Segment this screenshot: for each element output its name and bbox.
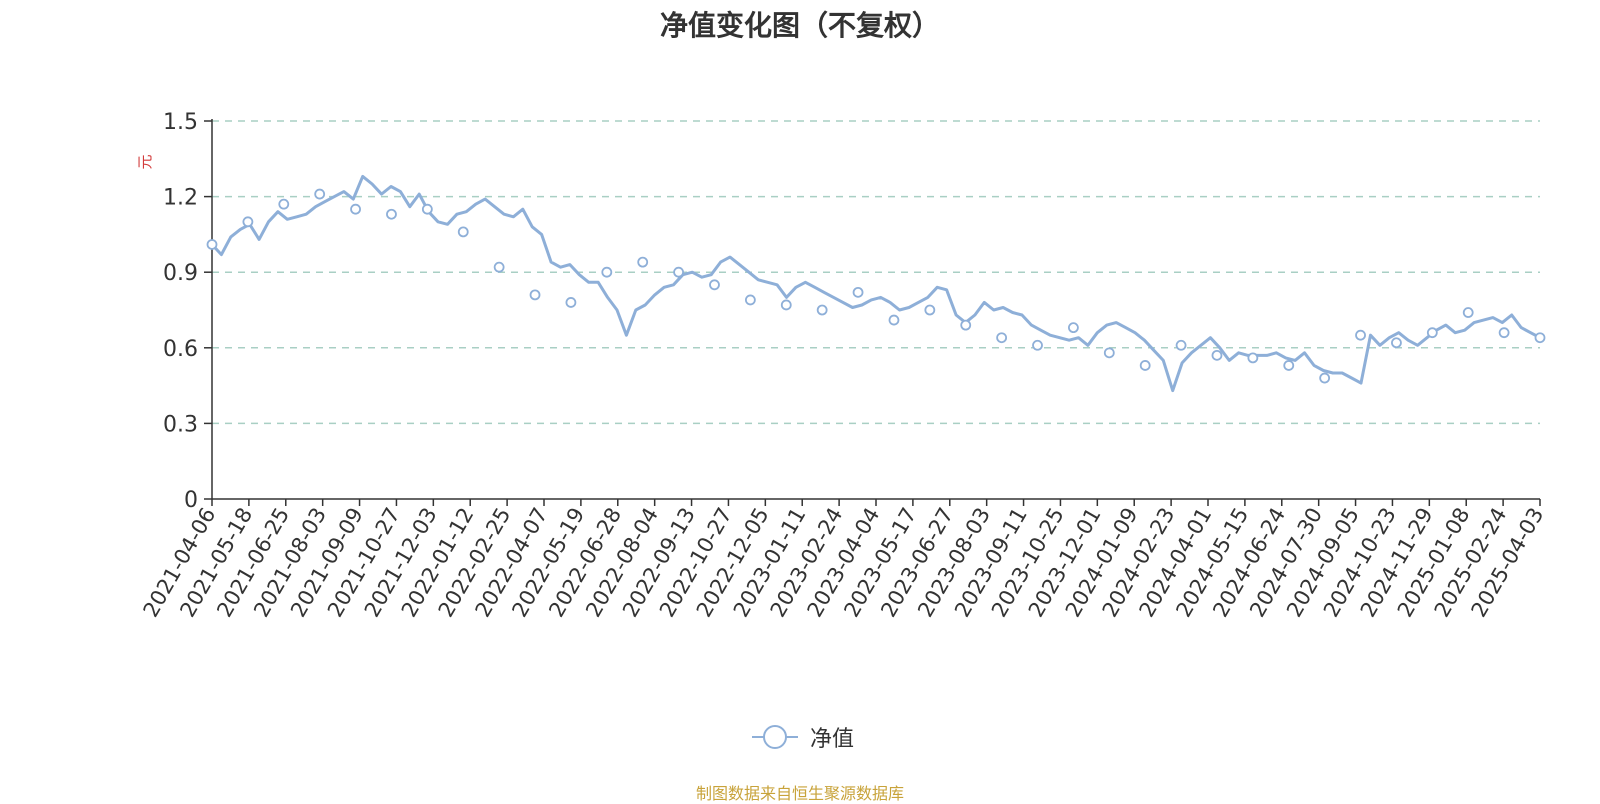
data-point[interactable] (888, 314, 900, 326)
data-point[interactable] (816, 304, 828, 316)
data-point[interactable] (996, 332, 1008, 344)
series-line (210, 174, 1541, 393)
data-point[interactable] (1283, 360, 1295, 371)
data-point[interactable] (709, 279, 720, 291)
data-point[interactable] (457, 226, 469, 238)
data-point[interactable] (493, 261, 505, 273)
y-tick-label: 0 (184, 488, 198, 513)
y-tick-label: 0.6 (163, 337, 198, 362)
data-point[interactable] (565, 297, 577, 308)
data-point[interactable] (1103, 347, 1115, 359)
data-point[interactable] (673, 266, 684, 278)
data-point[interactable] (1498, 327, 1510, 339)
data-point[interactable] (386, 208, 397, 220)
data-point[interactable] (780, 299, 792, 311)
data-point[interactable] (350, 203, 361, 215)
data-point[interactable] (601, 266, 613, 278)
data-point[interactable] (1462, 307, 1474, 318)
y-axis-label: 元 (136, 154, 154, 169)
legend[interactable]: 净值 (750, 722, 854, 752)
data-point[interactable] (1319, 372, 1331, 384)
data-point[interactable] (1426, 327, 1438, 339)
legend-label: 净值 (810, 727, 855, 752)
data-point[interactable] (1139, 360, 1151, 371)
data-point[interactable] (314, 188, 326, 200)
data-point[interactable] (242, 216, 254, 228)
data-point[interactable] (1534, 332, 1546, 344)
data-point[interactable] (421, 203, 433, 215)
y-tick-label: 1.5 (163, 110, 198, 135)
data-point[interactable] (1247, 352, 1259, 364)
data-point[interactable] (1391, 337, 1402, 349)
data-point[interactable] (1068, 322, 1079, 334)
data-point[interactable] (1032, 339, 1043, 351)
data-point[interactable] (924, 304, 936, 316)
data-point[interactable] (206, 239, 218, 250)
y-tick-label: 0.9 (163, 261, 198, 286)
data-point[interactable] (529, 289, 541, 301)
data-point[interactable] (278, 198, 290, 210)
data-point[interactable] (744, 294, 756, 306)
legend-marker-icon (752, 725, 798, 749)
data-point[interactable] (1211, 349, 1223, 361)
y-tick-label: 0.3 (163, 412, 198, 437)
data-point[interactable] (852, 286, 864, 298)
data-point[interactable] (960, 319, 972, 331)
chart-title: 净值变化图（不复权） (659, 9, 940, 42)
data-point[interactable] (1175, 339, 1187, 351)
y-tick-label: 1.2 (163, 186, 198, 211)
data-point[interactable] (637, 256, 649, 268)
source-note: 制图数据来自恒生聚源数据库 (695, 784, 904, 803)
data-point[interactable] (1355, 329, 1366, 341)
